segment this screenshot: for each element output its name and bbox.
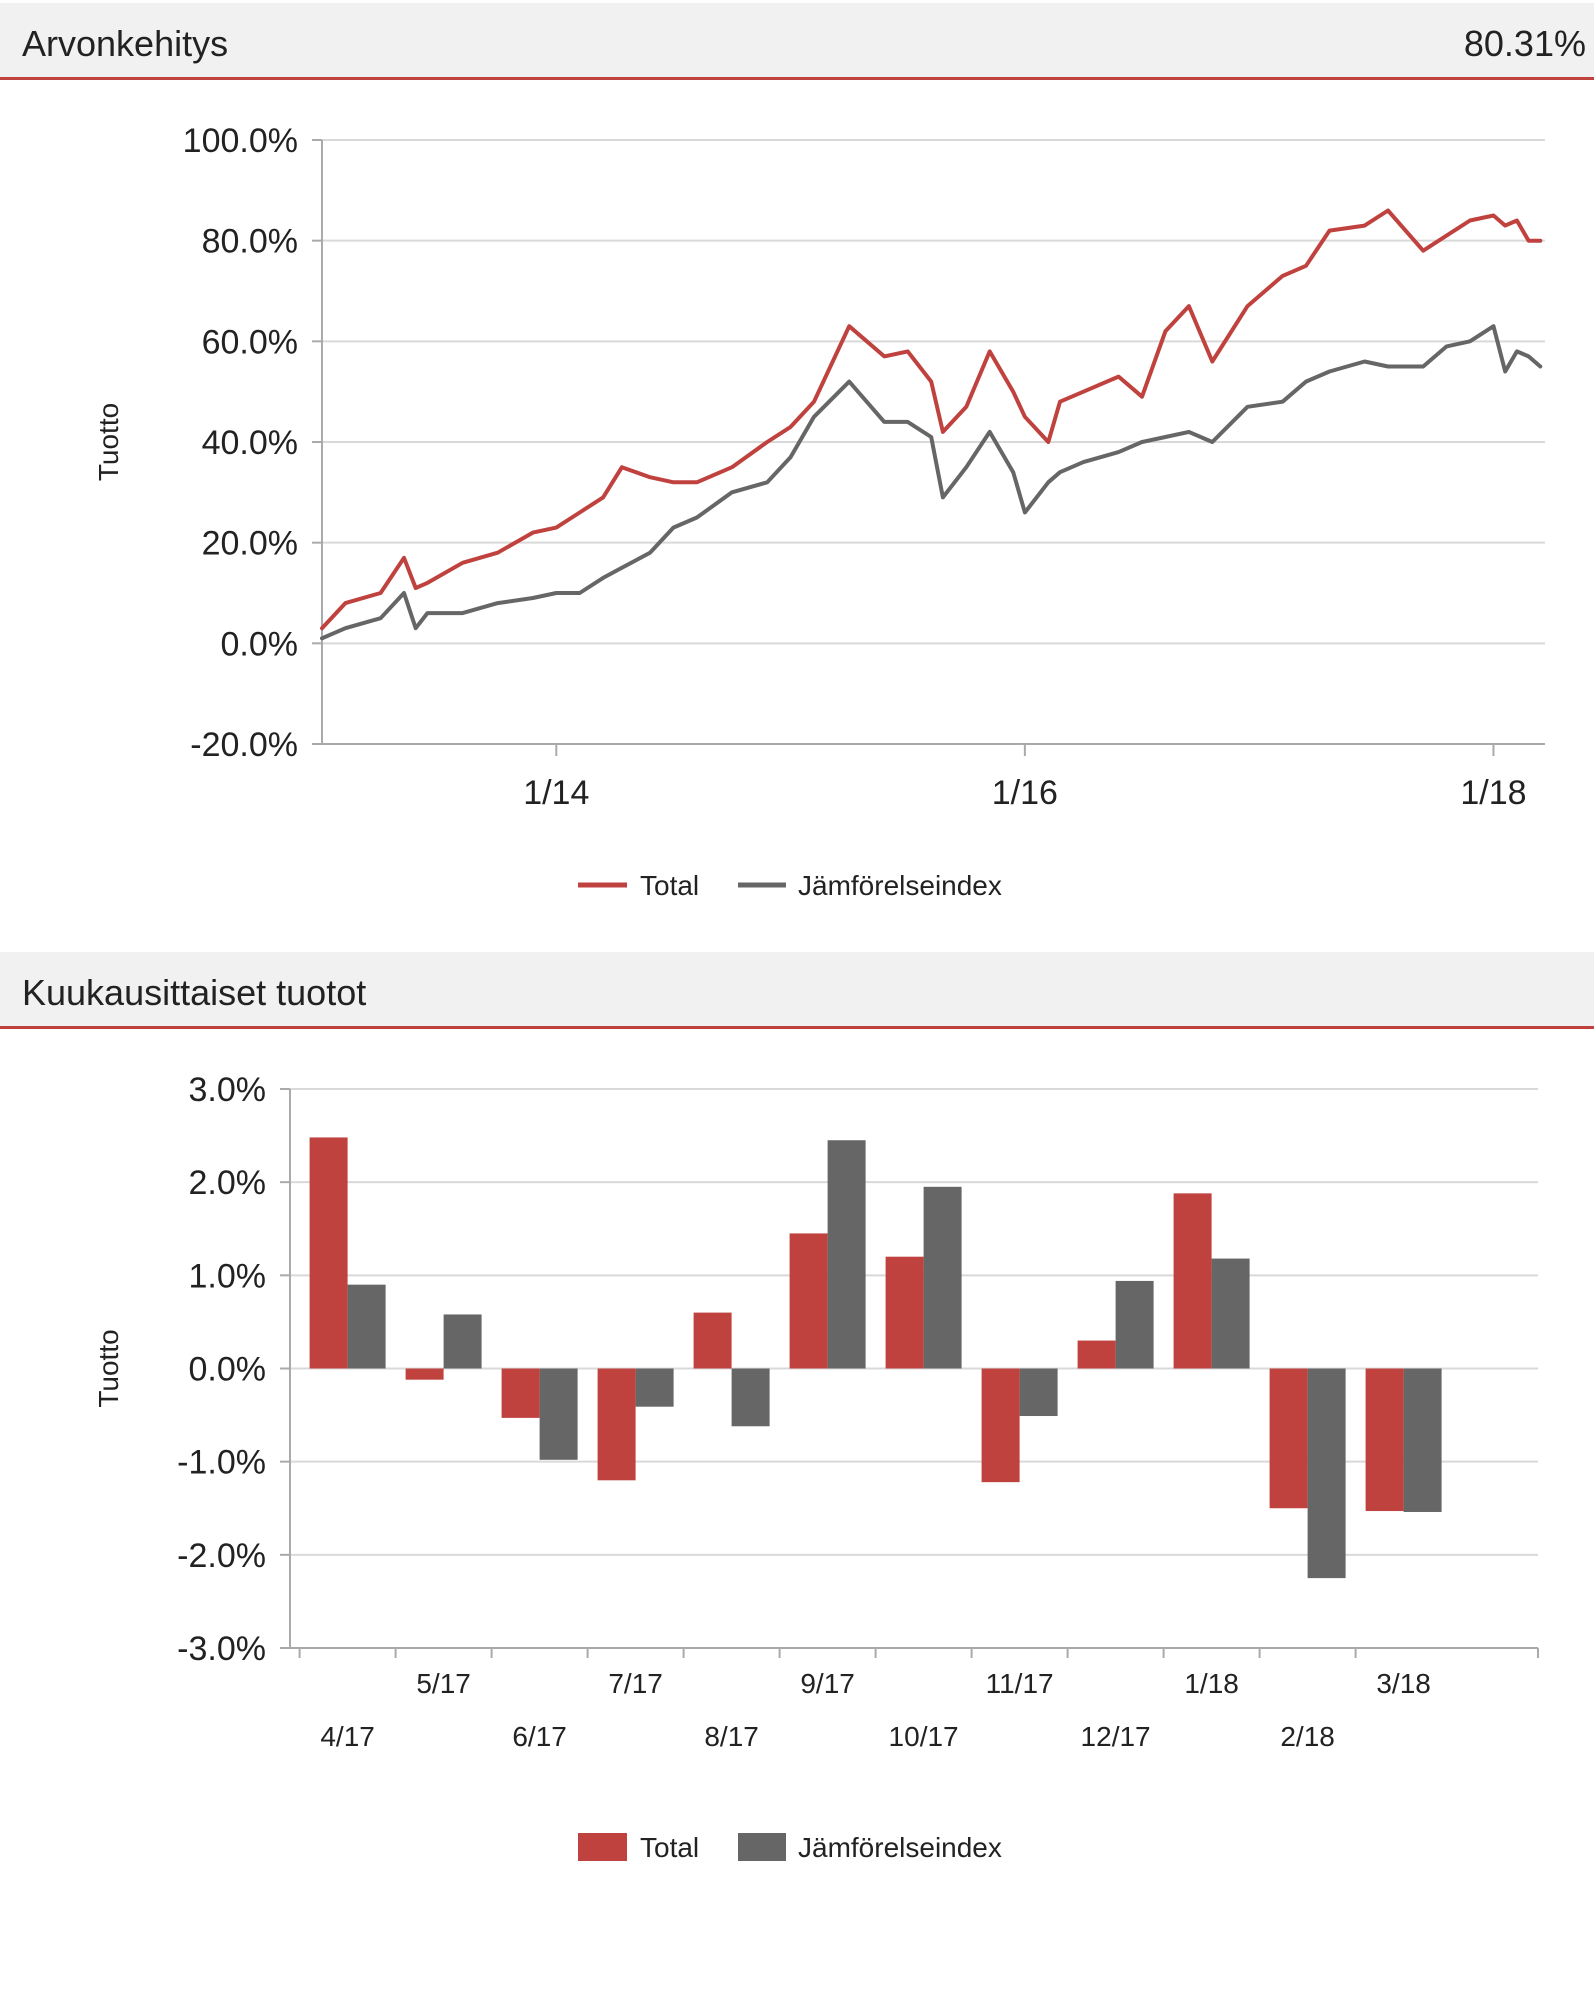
bar-total xyxy=(405,1368,444,1380)
y-tick-label: 0.0% xyxy=(189,1351,267,1389)
bar-index xyxy=(923,1186,962,1369)
bar-chart: 3.0% 2.0% 1.0% 0.0% -1.0% -2.0% -3.0% Tuotto 4/1… xyxy=(93,1071,1539,1863)
bar-total xyxy=(885,1256,924,1369)
x-tick-label: 1/18 xyxy=(1184,1668,1239,1699)
panel-title: Kuukausittaiset tuotot xyxy=(22,972,367,1013)
x-tick-label: 1/14 xyxy=(523,774,589,812)
legend-swatch-index xyxy=(738,1833,786,1861)
x-tick-label: 8/17 xyxy=(704,1721,759,1752)
y-tick-label: 40.0% xyxy=(202,424,298,462)
bar-index xyxy=(1211,1258,1250,1369)
y-tick-label: 0.0% xyxy=(221,625,299,663)
y-tick-label: -20.0% xyxy=(190,726,298,764)
legend-label-total: Total xyxy=(640,870,699,901)
bar-total xyxy=(981,1368,1020,1483)
bar-total xyxy=(693,1312,732,1369)
x-tick-label: 10/17 xyxy=(889,1721,959,1752)
x-tick-label: 4/17 xyxy=(320,1721,375,1752)
y-axis-label: Tuotto xyxy=(93,1329,124,1407)
x-tick-label: 7/17 xyxy=(608,1668,663,1699)
y-tick-label: 100.0% xyxy=(183,122,298,160)
header-arvonkehitys: Arvonkehitys 80.31% xyxy=(0,3,1594,80)
bar-index xyxy=(443,1314,482,1369)
bar-total xyxy=(309,1137,348,1369)
legend-label-index: Jämförelseindex xyxy=(798,1832,1002,1863)
y-tick-label: -1.0% xyxy=(177,1444,266,1482)
y-tick-label: -2.0% xyxy=(177,1537,266,1575)
panel-title: Arvonkehitys xyxy=(22,23,229,64)
bar-total xyxy=(597,1368,636,1481)
x-tick-label: 5/17 xyxy=(416,1668,471,1699)
bar-total xyxy=(1269,1368,1308,1509)
bar-total xyxy=(1173,1193,1212,1369)
bar-index xyxy=(827,1140,866,1369)
bar-total xyxy=(501,1368,540,1418)
x-tick-label: 12/17 xyxy=(1081,1721,1151,1752)
bar-index xyxy=(1307,1368,1346,1579)
bar-index xyxy=(1115,1280,1154,1369)
bar-index xyxy=(347,1284,386,1369)
bar-index xyxy=(635,1368,674,1407)
y-tick-label: 2.0% xyxy=(189,1164,267,1202)
y-tick-label: 60.0% xyxy=(202,323,298,361)
y-axis-label: Tuotto xyxy=(93,403,124,481)
x-tick-label: 3/18 xyxy=(1376,1668,1431,1699)
bar-total xyxy=(1077,1340,1116,1369)
legend-label-total: Total xyxy=(640,1832,699,1863)
header-kuukausittaiset-tuotot: Kuukausittaiset tuotot xyxy=(0,952,1594,1029)
legend-swatch-total xyxy=(578,1833,627,1861)
legend-label-index: Jämförelseindex xyxy=(798,870,1002,901)
x-tick-label: 11/17 xyxy=(986,1668,1054,1699)
y-tick-label: 1.0% xyxy=(189,1257,267,1295)
series-line xyxy=(320,208,1543,631)
y-tick-label: 80.0% xyxy=(202,223,298,261)
y-tick-label: 3.0% xyxy=(189,1071,267,1109)
x-tick-label: 2/18 xyxy=(1280,1721,1335,1752)
y-tick-label: -3.0% xyxy=(177,1630,266,1668)
bar-index xyxy=(731,1368,770,1427)
series-line xyxy=(320,324,1543,641)
bar-total xyxy=(1365,1368,1404,1512)
x-tick-label: 9/17 xyxy=(800,1668,855,1699)
x-tick-label: 1/16 xyxy=(992,774,1058,812)
bar-index xyxy=(539,1368,578,1460)
bar-index xyxy=(1403,1368,1442,1512)
x-tick-label: 6/17 xyxy=(512,1721,567,1752)
y-tick-label: 20.0% xyxy=(202,525,298,563)
bar-total xyxy=(789,1233,828,1369)
x-tick-label: 1/18 xyxy=(1460,774,1526,812)
total-return-value: 80.31% xyxy=(1463,23,1586,64)
line-chart: 100.0% 80.0% 60.0% 40.0% 20.0% 0.0% -20.0% 1/14… xyxy=(93,122,1545,901)
bar-index xyxy=(1019,1368,1058,1417)
